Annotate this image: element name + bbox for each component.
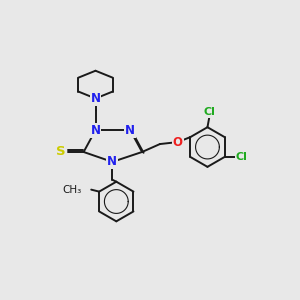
Text: CH₃: CH₃ <box>62 184 81 195</box>
Text: N: N <box>91 124 100 137</box>
Text: N: N <box>107 155 117 168</box>
Text: N: N <box>91 92 100 105</box>
Text: Cl: Cl <box>203 107 215 117</box>
Text: O: O <box>173 136 183 148</box>
Text: Cl: Cl <box>236 152 247 162</box>
Text: S: S <box>56 146 66 158</box>
Text: N: N <box>125 124 135 137</box>
